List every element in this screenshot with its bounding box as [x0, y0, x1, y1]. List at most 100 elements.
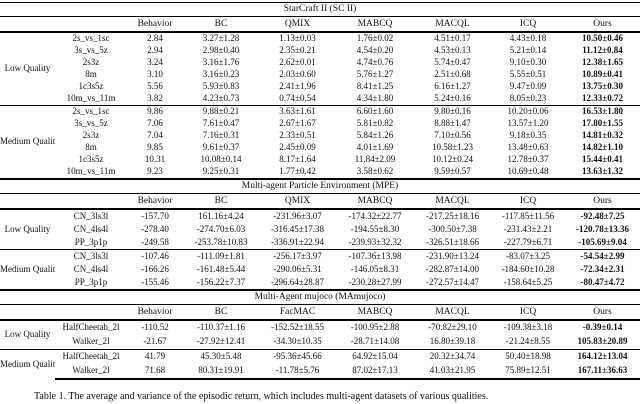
cell-value: 50.40±18.98	[491, 349, 565, 364]
column-header: FacMAC	[259, 304, 336, 321]
ours-value: 14.81±0.32	[582, 130, 623, 141]
cell-value: 4.54±0.20	[356, 45, 394, 56]
cell-value: -157.70	[141, 210, 169, 221]
cell-value: 3.10	[147, 69, 163, 80]
ours-value: 10.89±0.41	[582, 69, 623, 80]
ours-value: -72.34±2.31	[580, 263, 625, 274]
cell-value: 4.43±0.18	[509, 33, 547, 44]
cell-value: -11.78±5.76	[259, 364, 336, 380]
cell-value: 8.17±1.64	[279, 154, 316, 165]
cell-value: 13.57±1.20	[507, 118, 549, 129]
column-header: BC	[183, 304, 259, 321]
cell-value: 80.31±19.91	[183, 364, 259, 380]
ours-value: 12.33±0.72	[582, 93, 623, 104]
cell-value: 1.76±0.02	[356, 33, 394, 44]
cell-value: 6.60±1.60	[336, 105, 414, 118]
cell-value: 9.59±0.57	[434, 166, 471, 177]
task-name: 3s_vs_5z	[74, 118, 108, 129]
task-name: CN_4ls4l	[73, 223, 109, 234]
results-table: StarCraft II (SC II) Behavior BC QMIX MABCQ M…	[0, 2, 640, 380]
column-header: MABCQ	[336, 193, 414, 210]
column-header: Ours	[565, 193, 640, 210]
column-header: QMIX	[259, 16, 336, 33]
group-label: Low Quality	[4, 223, 51, 234]
cell-value: 9.25±0.31	[202, 166, 240, 177]
cell-value: 2.35±0.21	[279, 45, 316, 56]
column-header: BC	[183, 16, 259, 33]
cell-value: 4.01±1.69	[356, 142, 394, 153]
cell-value: 2.62±0.01	[279, 57, 316, 68]
task-name: 2s3z	[82, 130, 100, 141]
section-title: StarCraft II (SC II)	[0, 2, 640, 17]
section-title: Multi-Agent mujoco (MAmujoco)	[0, 289, 640, 305]
cell-value: 5.84±1.26	[356, 130, 394, 141]
column-header: MABCQ	[336, 304, 414, 321]
cell-value: -155.46	[141, 276, 169, 287]
task-name: HalfCheetah_2l	[55, 349, 127, 364]
cell-value: -326.51±18.66	[426, 236, 479, 247]
column-header: Ours	[565, 16, 640, 33]
task-name: 2s3z	[82, 57, 100, 68]
cell-value: -21.67	[143, 336, 167, 347]
cell-value: -110.37±1.16	[196, 322, 246, 333]
task-name: CN_3ls3l	[55, 249, 127, 263]
cell-value: -166.26	[141, 263, 169, 274]
ours-value: -120.78±13.36	[576, 223, 629, 234]
cell-value: 9.10±0.30	[509, 57, 547, 68]
group-label: Low Quality	[4, 329, 51, 340]
cell-value: -34.30±10.35	[273, 336, 322, 347]
cell-value: -194.55±8.30	[350, 223, 400, 234]
ours-value: 17.80±1.55	[582, 118, 623, 129]
cell-value: 10.20±0.06	[491, 105, 565, 118]
cell-value: -278.40	[141, 223, 169, 234]
cell-value: 9.85	[147, 142, 163, 153]
column-header: MABCQ	[336, 16, 414, 33]
cell-value: 3.16±0.23	[202, 69, 240, 80]
ours-value: 13.63±1.32	[582, 166, 623, 177]
cell-value: -70.82±29.10	[428, 322, 477, 333]
cell-value: -95.36±45.66	[259, 349, 336, 364]
cell-value: -282.87±14.00	[426, 263, 479, 274]
cell-value: 7.61±0.47	[202, 118, 240, 129]
cell-value: 2.94	[147, 45, 163, 56]
ours-value: 167.11±36.63	[565, 364, 640, 380]
column-header: Behavior	[127, 193, 183, 210]
cell-value: 75.89±12.51	[491, 364, 565, 380]
column-header: ICQ	[491, 16, 565, 33]
column-header: ICQ	[491, 304, 565, 321]
cell-value: 20.32±34.74	[414, 349, 491, 364]
cell-value: 3.82	[147, 93, 163, 104]
cell-value: -110.52	[141, 322, 169, 333]
task-name: 1c3s5z	[78, 154, 104, 165]
cell-value: -231.90±13.24	[414, 249, 491, 263]
cell-value: 161.16±4.24	[198, 210, 244, 221]
cell-value: 10.31	[144, 154, 166, 165]
cell-value: -152.52±18.55	[271, 322, 324, 333]
cell-value: -239.93±32.32	[348, 236, 402, 247]
cell-value: -300.50±7.38	[428, 223, 477, 234]
cell-value: 3.24	[147, 57, 163, 68]
ours-value: 105.83±20.89	[577, 336, 628, 347]
cell-value: -21.24±8.55	[506, 336, 550, 347]
column-header: Behavior	[127, 304, 183, 321]
cell-value: 3.16±1.76	[202, 57, 240, 68]
task-name: CN_4ls4l	[73, 263, 109, 274]
cell-value: 2.03±0.60	[279, 69, 316, 80]
cell-value: 12.78±0.37	[507, 154, 549, 165]
cell-value: -230.28±27.99	[348, 276, 402, 287]
cell-value: 2.41±1.96	[279, 81, 316, 92]
cell-value: -107.36±13.98	[336, 249, 414, 263]
cell-value: 9.61±0.37	[202, 142, 240, 153]
cell-value: 8.88±1.47	[434, 118, 471, 129]
cell-value: 3.58±0.62	[356, 166, 394, 177]
cell-value: -156.22±7.37	[196, 276, 246, 287]
cell-value: 4.51±0.17	[434, 33, 471, 44]
column-header: MACQL	[414, 16, 491, 33]
cell-value: 8.41±1.25	[356, 81, 394, 92]
group-label: Medium Quality	[0, 105, 55, 179]
cell-value: 71.68	[127, 364, 183, 380]
cell-value: 10.69±0.48	[507, 166, 549, 177]
cell-value: 7.04	[147, 130, 163, 141]
cell-value: 9.88±0.21	[183, 105, 259, 118]
